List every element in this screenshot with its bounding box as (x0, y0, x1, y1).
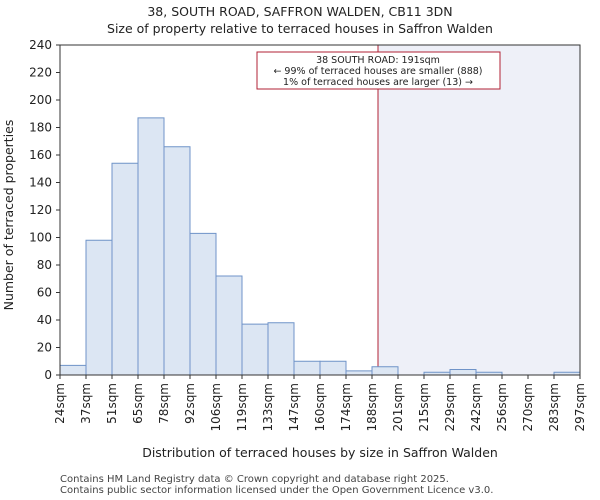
x-tick-label: 270sqm (521, 383, 535, 431)
chart-title: 38, SOUTH ROAD, SAFFRON WALDEN, CB11 3DN (147, 4, 453, 19)
y-tick-label: 0 (44, 368, 52, 382)
x-tick-label: 215sqm (417, 383, 431, 431)
bar-78sqm (163, 146, 191, 376)
bar-133sqm (267, 322, 295, 376)
x-tick-label: 92sqm (183, 383, 197, 424)
y-tick-label: 240 (29, 38, 52, 52)
bar-65sqm (137, 117, 165, 376)
bar-188sqm (371, 366, 399, 376)
y-axis-label: Number of terraced properties (1, 120, 16, 311)
annotation-line2: ← 99% of terraced houses are smaller (88… (273, 66, 482, 77)
bar-160sqm (319, 360, 347, 376)
x-tick-label: 174sqm (339, 383, 353, 431)
x-tick-label: 297sqm (573, 383, 587, 431)
highlight-shade (378, 45, 580, 375)
y-tick-label: 40 (37, 313, 52, 327)
x-tick-label: 160sqm (313, 383, 327, 431)
x-tick-label: 188sqm (365, 383, 379, 431)
x-tick-label: 119sqm (235, 383, 249, 431)
annotation-box: 38 SOUTH ROAD: 191sqm ← 99% of terraced … (256, 51, 501, 90)
x-tick-label: 242sqm (469, 383, 483, 431)
annotation-line1: 38 SOUTH ROAD: 191sqm (316, 55, 440, 66)
x-tick-label: 51sqm (105, 383, 119, 424)
x-tick-label: 283sqm (547, 383, 561, 431)
bar-92sqm (189, 232, 217, 376)
y-tick-label: 200 (29, 93, 52, 107)
x-tick-label: 256sqm (495, 383, 509, 431)
y-tick-label: 220 (29, 66, 52, 80)
annotation-line3: 1% of terraced houses are larger (13) → (283, 77, 473, 88)
y-tick-label: 120 (29, 203, 52, 217)
chart-subtitle: Size of property relative to terraced ho… (107, 21, 493, 36)
x-tick-label: 24sqm (53, 383, 67, 424)
bar-24sqm (59, 364, 87, 376)
x-tick-label: 65sqm (131, 383, 145, 424)
x-tick-label: 201sqm (391, 383, 405, 431)
bar-37sqm (85, 239, 113, 376)
y-tick-label: 180 (29, 121, 52, 135)
footer-line-1: Contains HM Land Registry data © Crown c… (60, 474, 449, 485)
y-tick-label: 140 (29, 176, 52, 190)
y-tick-label: 60 (37, 286, 52, 300)
bar-174sqm (345, 370, 373, 376)
y-tick-label: 100 (29, 231, 52, 245)
x-axis-label: Distribution of terraced houses by size … (142, 445, 498, 460)
bar-51sqm (111, 162, 139, 376)
footer-line-2: Contains public sector information licen… (60, 485, 494, 496)
bar-147sqm (293, 360, 321, 376)
x-tick-label: 78sqm (157, 383, 171, 424)
x-tick-label: 133sqm (261, 383, 275, 431)
x-tick-label: 147sqm (287, 383, 301, 431)
x-tick-label: 37sqm (79, 383, 93, 424)
bar-229sqm (449, 369, 477, 376)
y-tick-label: 20 (37, 341, 52, 355)
x-tick-label: 229sqm (443, 383, 457, 431)
bar-119sqm (241, 323, 269, 376)
x-tick-label: 106sqm (209, 383, 223, 431)
y-tick-label: 160 (29, 148, 52, 162)
y-tick-label: 80 (37, 258, 52, 272)
bar-106sqm (215, 275, 243, 376)
